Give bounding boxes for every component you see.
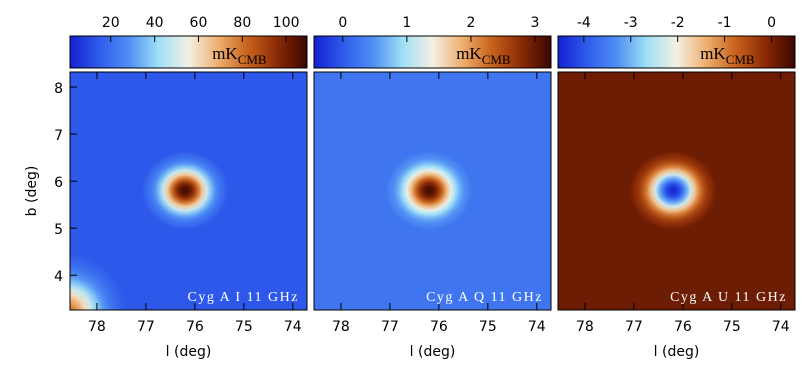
y-tick-label: 7 [54,128,63,144]
x-axis-label: l (deg) [166,344,212,360]
x-tick-label: 76 [186,319,204,335]
panel-title: Cyg A I 11 GHz [188,290,299,305]
source [385,150,474,231]
colorbar-tick-label: 40 [146,15,164,31]
colorbar-tick-label: 20 [102,15,120,31]
colorbar-unit-sub: CMB [238,52,267,67]
colorbar-label: mKCMB [212,44,267,67]
colorbar-tick-label: -3 [624,15,638,31]
colorbar-tick-label: -2 [671,15,685,31]
colorbar-tick-label: 0 [767,15,776,31]
colorbar-tick-label: 100 [273,15,300,31]
x-tick-label: 77 [381,319,399,335]
colorbar-tick-label: 1 [402,15,411,31]
x-tick-label: 74 [528,319,546,335]
x-tick-label: 77 [625,319,643,335]
x-tick-label: 78 [88,319,106,335]
colorbar-tick-label: 2 [466,15,475,31]
colorbar-tick-label: 0 [338,15,347,31]
x-tick-label: 76 [430,319,448,335]
panel-title: Cyg A U 11 GHz [670,290,787,305]
x-tick-label: 78 [332,319,350,335]
y-tick-label: 5 [54,222,63,238]
colorbar-tick-label: 3 [531,15,540,31]
x-tick-label: 75 [235,319,253,335]
x-tick-label: 74 [772,319,790,335]
colorbar-tick-label: 80 [233,15,251,31]
panel-title: Cyg A Q 11 GHz [426,290,543,305]
colorbar [557,35,796,69]
colorbar-label: mKCMB [700,44,755,67]
colorbar-label: mKCMB [456,44,511,67]
y-tick-label: 6 [54,175,63,191]
colorbar-tick-label: -1 [718,15,732,31]
y-axis-label: b (deg) [24,166,40,217]
colorbar [69,35,308,69]
x-tick-label: 75 [479,319,497,335]
x-tick-label: 78 [576,319,594,335]
x-axis-label: l (deg) [410,344,456,360]
colorbar-unit: mK [700,44,726,63]
y-tick-label: 4 [54,269,63,285]
map-frame [313,71,552,311]
colorbar-tick-label: -4 [577,15,591,31]
colorbar-unit: mK [456,44,482,63]
x-tick-label: 76 [674,319,692,335]
x-tick-label: 74 [284,319,302,335]
source [141,150,230,231]
map [70,72,307,310]
map-frame [69,71,308,311]
y-tick-label: 8 [54,81,63,97]
source [70,252,128,310]
colorbar [313,35,552,69]
map-frame [557,71,796,311]
colorbar-tick-label: 60 [190,15,208,31]
map [558,72,795,310]
x-axis-label: l (deg) [654,344,700,360]
colorbar-unit-sub: CMB [482,52,511,67]
map [314,72,551,310]
colorbar-unit-sub: CMB [726,52,755,67]
x-tick-label: 77 [137,319,155,335]
x-tick-label: 75 [723,319,741,335]
source [629,150,718,231]
colorbar-unit: mK [212,44,238,63]
